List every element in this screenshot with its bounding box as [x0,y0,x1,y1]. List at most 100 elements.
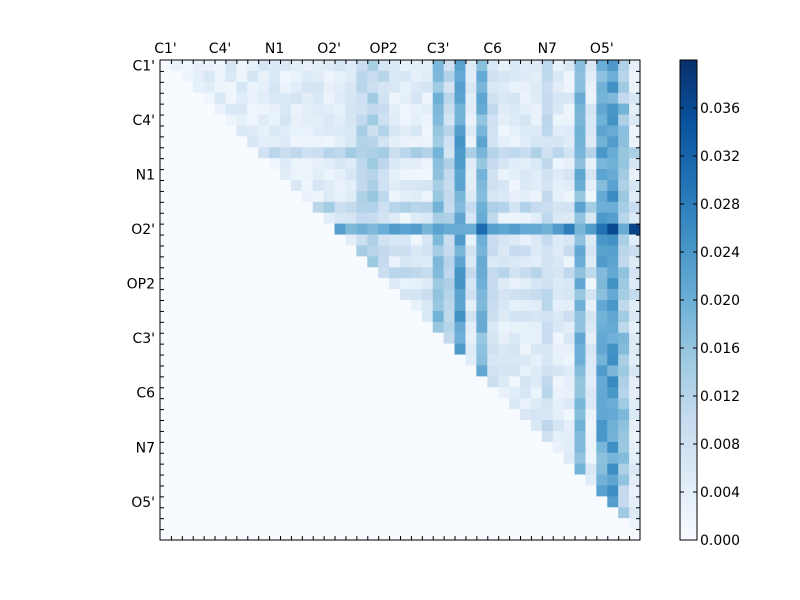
heatmap-cell [170,70,183,83]
heatmap-cell [476,441,488,454]
heatmap-cell [192,81,205,94]
heatmap-cell [214,147,226,159]
heatmap-cell [585,278,597,290]
heatmap-cell [378,343,390,355]
heatmap-cell [443,81,455,94]
heatmap-cell [356,354,368,366]
heatmap-cell [465,387,477,399]
heatmap-cell [530,114,543,126]
heatmap-cell [290,278,303,290]
heatmap-cell [378,169,390,181]
heatmap-cell [225,321,237,334]
heatmap-cell [596,441,608,454]
heatmap-cell [170,474,183,486]
heatmap-cell [356,496,368,508]
heatmap-cell [378,398,390,410]
heatmap-cell [301,398,314,410]
heatmap-cell [454,81,466,94]
heatmap-cell [596,81,608,94]
heatmap-cell [585,92,597,105]
heatmap-cell [410,212,423,225]
heatmap-cell [323,190,335,203]
heatmap-cell [203,321,215,334]
heatmap-cell [520,223,532,235]
heatmap-cell [367,234,379,246]
heatmap-cell [618,169,630,181]
heatmap-cell [170,256,183,268]
heatmap-cell [323,310,335,323]
heatmap-cell [443,267,455,279]
heatmap-cell [520,81,532,94]
heatmap-cell [203,354,215,366]
heatmap-cell [454,60,466,72]
heatmap-cell [443,245,455,257]
heatmap-cell [530,103,543,115]
heatmap-cell [574,496,586,508]
heatmap-cell [181,81,194,94]
heatmap-cell [290,398,303,410]
heatmap-cell [585,234,597,246]
heatmap-cell [160,147,172,159]
heatmap-cell [170,507,183,519]
heatmap-cell [334,267,346,279]
heatmap-cell [389,125,401,137]
heatmap-cell [410,321,423,334]
heatmap-cell [280,212,292,225]
heatmap-cell [585,201,597,214]
heatmap-cell [225,125,237,137]
heatmap-cell [334,190,346,203]
heatmap-cell [214,452,226,465]
heatmap-cell [269,332,281,345]
heatmap-cell [214,420,226,432]
heatmap-cell [629,158,641,170]
heatmap-cell [487,529,499,541]
heatmap-cell [247,430,259,443]
heatmap-cell [541,136,554,148]
heatmap-cell [356,289,368,301]
heatmap-cell [443,518,455,530]
heatmap-cell [367,420,379,432]
heatmap-cell [367,398,379,410]
heatmap-cell [236,81,248,94]
heatmap-cell [410,430,423,443]
heatmap-cell [247,518,259,530]
heatmap-cell [520,158,532,170]
heatmap-cell [541,529,554,541]
heatmap-cell [585,310,597,323]
heatmap-cell [160,321,172,334]
heatmap-cell [192,278,205,290]
heatmap-cell [596,201,608,214]
heatmap-cell [181,529,194,541]
heatmap-cell [574,420,586,432]
heatmap-cell [498,147,510,159]
heatmap-cell [356,92,368,105]
heatmap-cell [585,474,597,486]
heatmap-cell [585,169,597,181]
heatmap-cell [400,310,412,323]
heatmap-cell [192,169,205,181]
heatmap-cell [214,92,226,105]
heatmap-cell [301,354,314,366]
heatmap-cell [345,398,357,410]
heatmap-cell [269,452,281,465]
heatmap-cell [356,365,368,377]
heatmap-cell [269,507,281,519]
heatmap-cell [410,81,423,94]
heatmap-cell [541,441,554,454]
heatmap-cell [596,518,608,530]
heatmap-cell [498,125,510,137]
colorbar-tick-label: 0.016 [700,341,740,357]
heatmap-cell [170,452,183,465]
heatmap-cell [520,474,532,486]
heatmap-cell [334,463,346,475]
heatmap-cell [509,289,521,301]
heatmap-cell [334,441,346,454]
heatmap-cell [552,409,565,421]
heatmap-cell [170,289,183,301]
heatmap-cell [301,529,314,541]
heatmap-cell [181,507,194,519]
heatmap-cell [334,376,346,388]
heatmap-cell [225,201,237,214]
heatmap-cell [301,387,314,399]
heatmap-cell [225,169,237,181]
